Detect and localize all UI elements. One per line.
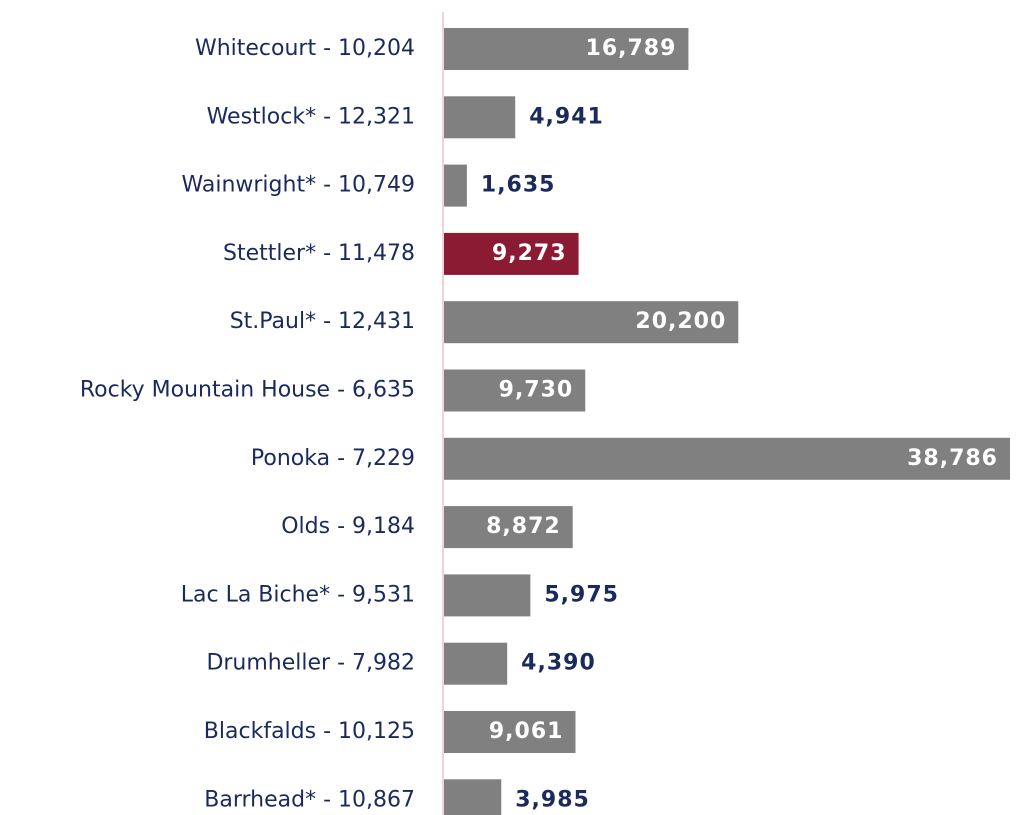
category-label: Lac La Biche* - 9,531 [181, 582, 415, 607]
value-label: 1,635 [481, 173, 556, 198]
value-label: 4,390 [521, 651, 596, 676]
category-label: Drumheller - 7,982 [206, 651, 415, 676]
value-label: 5,975 [544, 582, 619, 607]
bar [444, 506, 573, 549]
category-label: St.Paul* - 12,431 [230, 309, 415, 334]
bar [444, 779, 502, 815]
value-label: 9,730 [499, 378, 574, 403]
value-label: 9,273 [492, 241, 567, 266]
category-label: Whitecourt - 10,204 [195, 36, 415, 61]
bar [444, 369, 586, 412]
bar [444, 164, 467, 207]
value-label: 38,786 [907, 446, 998, 471]
value-label: 20,200 [635, 309, 726, 334]
bar [444, 301, 739, 344]
value-label: 4,941 [529, 104, 604, 129]
category-label: Ponoka - 7,229 [251, 446, 415, 471]
bar [444, 232, 579, 275]
category-label: Stettler* - 11,478 [223, 241, 415, 266]
category-label: Westlock* - 12,321 [207, 104, 415, 129]
category-label: Barrhead* - 10,867 [204, 787, 415, 812]
value-label: 8,872 [486, 514, 561, 539]
bar [444, 28, 689, 70]
bar [444, 642, 508, 685]
bar [444, 437, 1010, 480]
bar [444, 574, 531, 617]
bar [444, 96, 516, 139]
value-label: 16,789 [586, 36, 677, 61]
category-label: Wainwright* - 10,749 [182, 173, 415, 198]
value-label: 3,985 [515, 787, 590, 812]
category-label: Blackfalds - 10,125 [204, 719, 415, 744]
bar [444, 711, 576, 753]
category-label: Rocky Mountain House - 6,635 [80, 378, 415, 403]
value-label: 9,061 [489, 719, 564, 744]
category-label: Olds - 9,184 [281, 514, 415, 539]
